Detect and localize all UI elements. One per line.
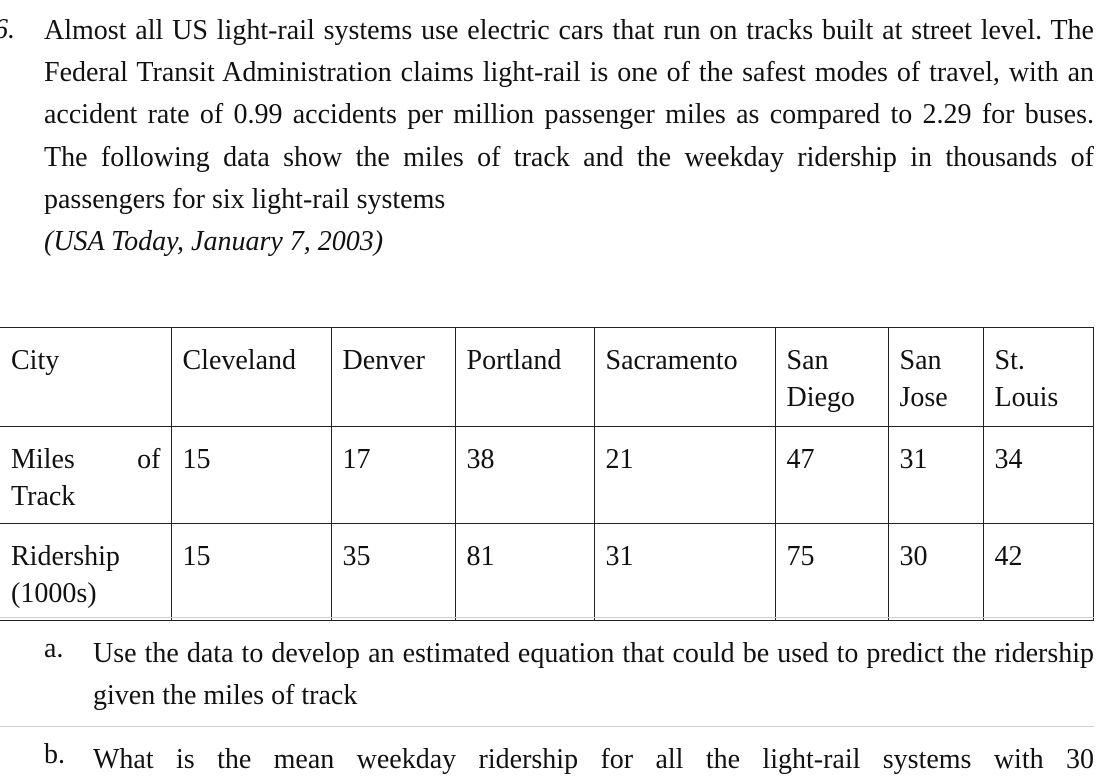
header-city: City bbox=[0, 327, 172, 427]
city-cell: St. Louis bbox=[982, 327, 1094, 427]
divider bbox=[0, 726, 1094, 727]
table-cell: 15 bbox=[170, 426, 332, 524]
table-cell: 81 bbox=[454, 523, 595, 621]
city-cell: Portland bbox=[454, 327, 595, 427]
table-cell: 17 bbox=[330, 426, 456, 524]
problem-statement: 6. Almost all US light-rail systems use … bbox=[0, 10, 1094, 263]
question-label: a. bbox=[44, 633, 64, 664]
city-cell: Cleveland bbox=[170, 327, 332, 427]
table-cell: 30 bbox=[887, 523, 984, 621]
question-label: b. bbox=[44, 739, 65, 770]
city-cell: San Diego bbox=[774, 327, 889, 427]
problem-text: Almost all US light-rail systems use ele… bbox=[44, 15, 1094, 215]
city-cell: Sacramento bbox=[593, 327, 776, 427]
table-cell: 21 bbox=[593, 426, 776, 524]
question-text: Use the data to develop an estimated equ… bbox=[93, 638, 1094, 711]
table-cell: 34 bbox=[982, 426, 1094, 524]
table-cell: 15 bbox=[170, 523, 332, 621]
table-cell: 47 bbox=[774, 426, 889, 524]
question-a: a. Use the data to develop an estimated … bbox=[0, 633, 1094, 717]
table-cell: 35 bbox=[330, 523, 456, 621]
table-cell: 75 bbox=[774, 523, 889, 621]
data-table: City Cleveland Denver Portland Sacrament… bbox=[0, 327, 1094, 621]
question-text: What is the mean weekday ridership for a… bbox=[93, 744, 1094, 775]
table-cell: 38 bbox=[454, 426, 595, 524]
problem-source: (USA Today, January 7, 2003) bbox=[44, 226, 384, 258]
table-cell: 31 bbox=[593, 523, 776, 621]
header-ridership: Ridership (1000s) bbox=[0, 523, 172, 621]
table-row-ridership: Ridership (1000s) 15 35 81 31 75 30 42 bbox=[0, 523, 1094, 621]
problem-number: 6. bbox=[0, 14, 15, 45]
table-cell: 42 bbox=[982, 523, 1094, 621]
city-cell: Denver bbox=[330, 327, 456, 427]
table-header-row: City Cleveland Denver Portland Sacrament… bbox=[0, 327, 1094, 427]
header-miles-of-track: Miles of Track bbox=[0, 426, 172, 524]
problem-text-block: Almost all US light-rail systems use ele… bbox=[44, 10, 1094, 263]
question-b: b. What is the mean weekday ridership fo… bbox=[0, 739, 1094, 781]
table-row-miles: Miles of Track 15 17 38 21 47 31 34 bbox=[0, 426, 1094, 524]
table-cell: 31 bbox=[887, 426, 984, 524]
city-cell: San Jose bbox=[887, 327, 984, 427]
divider bbox=[0, 617, 1094, 618]
